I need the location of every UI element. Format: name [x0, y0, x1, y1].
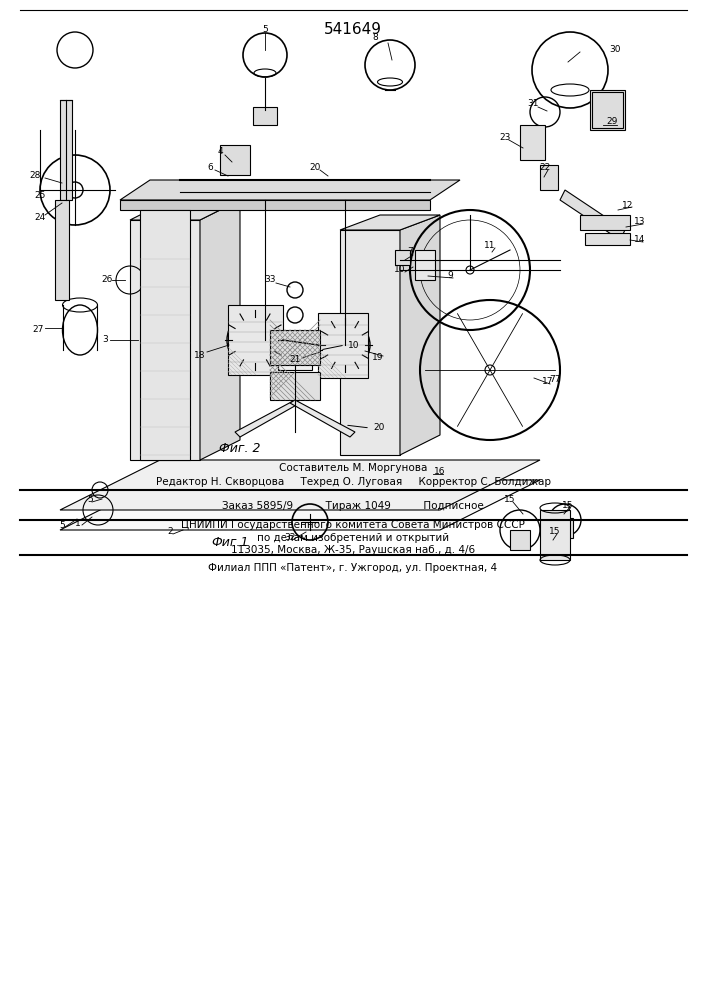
- Text: 7: 7: [407, 247, 413, 256]
- Text: 28: 28: [29, 170, 41, 180]
- Text: 5: 5: [59, 520, 65, 530]
- Text: 17: 17: [542, 377, 554, 386]
- Text: 113035, Москва, Ж-35, Раушская наб., д. 4/6: 113035, Москва, Ж-35, Раушская наб., д. …: [231, 545, 475, 555]
- Text: 541649: 541649: [324, 22, 382, 37]
- Bar: [270, 372, 320, 400]
- Bar: [228, 305, 283, 375]
- Text: 8: 8: [372, 33, 378, 42]
- Text: 15: 15: [562, 500, 574, 510]
- Text: ЦНИИПИ Государственного комитета Совета Министров СССР: ЦНИИПИ Государственного комитета Совета …: [181, 520, 525, 530]
- Text: 22: 22: [539, 163, 551, 172]
- Bar: [585, 233, 630, 245]
- Bar: [395, 250, 410, 265]
- Bar: [415, 250, 435, 280]
- Text: 32: 32: [284, 532, 296, 542]
- Text: 1: 1: [75, 518, 81, 528]
- Bar: [318, 313, 368, 378]
- Text: 14: 14: [634, 235, 645, 244]
- Bar: [510, 530, 530, 550]
- Bar: [55, 200, 69, 300]
- Polygon shape: [200, 200, 240, 460]
- Text: 9: 9: [447, 271, 453, 280]
- Text: 10: 10: [395, 265, 406, 274]
- Text: 10: 10: [348, 340, 359, 350]
- Text: Фиг. 2: Фиг. 2: [219, 442, 261, 454]
- Text: 3: 3: [102, 336, 108, 344]
- Text: 18: 18: [194, 351, 206, 360]
- Text: 2: 2: [167, 528, 173, 536]
- Polygon shape: [560, 190, 625, 240]
- Polygon shape: [120, 180, 460, 200]
- Text: 5: 5: [262, 25, 268, 34]
- Text: 26: 26: [101, 275, 112, 284]
- Bar: [253, 107, 277, 125]
- Bar: [557, 518, 573, 538]
- Text: 5: 5: [87, 495, 93, 504]
- Bar: [220, 145, 250, 175]
- Bar: [270, 330, 320, 365]
- Text: 27: 27: [33, 326, 44, 334]
- Polygon shape: [290, 400, 355, 437]
- Text: 20: 20: [373, 424, 385, 432]
- Polygon shape: [120, 200, 430, 210]
- Bar: [580, 215, 630, 230]
- Bar: [592, 92, 623, 128]
- Text: 29: 29: [607, 117, 618, 126]
- Polygon shape: [235, 400, 300, 437]
- Polygon shape: [60, 460, 540, 510]
- Text: 15: 15: [504, 495, 515, 504]
- Text: 12: 12: [622, 200, 633, 210]
- Text: Составитель М. Моргунова: Составитель М. Моргунова: [279, 463, 427, 473]
- Polygon shape: [130, 200, 240, 220]
- Text: 6: 6: [207, 163, 213, 172]
- Bar: [278, 365, 312, 370]
- Text: 77: 77: [549, 375, 561, 384]
- Bar: [140, 210, 190, 460]
- Text: по делам изобретений и открытий: по делам изобретений и открытий: [257, 533, 449, 543]
- Text: 15: 15: [549, 528, 561, 536]
- Polygon shape: [340, 230, 400, 455]
- Polygon shape: [340, 215, 440, 230]
- Bar: [590, 90, 625, 130]
- Text: 23: 23: [499, 133, 510, 142]
- Text: 24: 24: [35, 214, 46, 223]
- Text: Редактор Н. Скворцова     Техред О. Луговая     Корректор С. Болдижар: Редактор Н. Скворцова Техред О. Луговая …: [156, 477, 551, 487]
- Text: 25: 25: [35, 190, 46, 200]
- Text: 33: 33: [264, 275, 276, 284]
- Text: Фиг.1: Фиг.1: [211, 536, 249, 548]
- Text: Филиал ППП «Патент», г. Ужгород, ул. Проектная, 4: Филиал ППП «Патент», г. Ужгород, ул. Про…: [209, 563, 498, 573]
- Text: 30: 30: [609, 45, 621, 54]
- Text: 16: 16: [434, 468, 445, 477]
- Bar: [520, 125, 545, 160]
- Text: 19: 19: [373, 354, 384, 362]
- Text: 4: 4: [217, 147, 223, 156]
- Text: Заказ 5895/9          Тираж 1049          Подписное: Заказ 5895/9 Тираж 1049 Подписное: [222, 501, 484, 511]
- Polygon shape: [60, 480, 540, 530]
- Text: 20: 20: [310, 163, 321, 172]
- Text: 13: 13: [634, 218, 645, 227]
- Bar: [60, 100, 72, 200]
- Bar: [540, 165, 558, 190]
- Text: 21: 21: [289, 356, 300, 364]
- Text: 31: 31: [527, 100, 539, 108]
- Bar: [540, 510, 570, 560]
- Text: 11: 11: [484, 240, 496, 249]
- Polygon shape: [400, 215, 440, 455]
- Polygon shape: [130, 220, 200, 460]
